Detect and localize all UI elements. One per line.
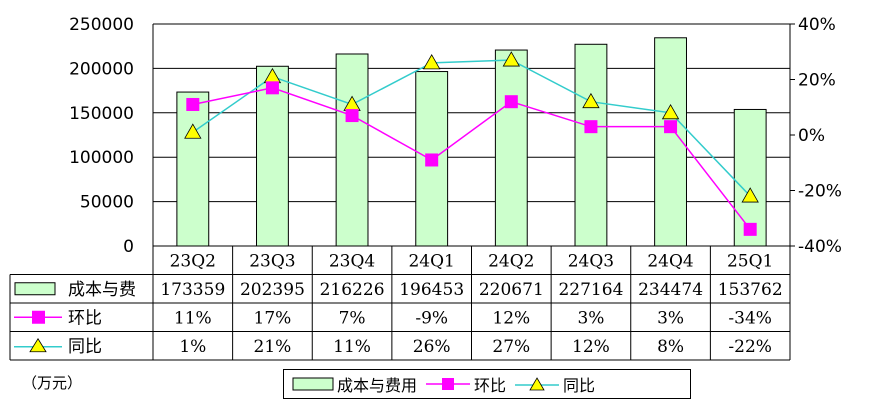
table-cell: 17%: [254, 308, 292, 328]
x-tick-label: 23Q2: [170, 251, 216, 271]
table-cell: 234474: [638, 280, 703, 300]
table-cell: 220671: [479, 280, 544, 300]
point-triangle: [184, 123, 202, 139]
legend-item-yoy: 同比: [514, 372, 595, 396]
x-tick-label: 23Q4: [329, 251, 375, 271]
table-cell: 21%: [254, 337, 292, 357]
table-cell: 227164: [558, 280, 623, 300]
unit-label: （万元）: [22, 374, 83, 392]
legend: 成本与费用 环比 同比: [283, 369, 691, 399]
bar: [335, 53, 369, 247]
point-triangle: [661, 103, 680, 120]
table-cell: 11%: [174, 308, 212, 328]
legend-swatch-yoy: [515, 377, 560, 391]
bar: [494, 49, 528, 247]
point-triangle: [502, 51, 521, 67]
point-square: [664, 120, 678, 134]
x-tick-label: 24Q1: [408, 251, 454, 271]
y-left-tick-label: 250000: [69, 15, 134, 35]
x-tick-label: 25Q1: [727, 251, 773, 271]
legend-label-qoq: 环比: [474, 376, 507, 395]
y-left-tick-label: 50000: [80, 193, 134, 213]
table-row-label: 同比: [68, 337, 102, 357]
table-key-qoq-marker: [32, 310, 45, 324]
point-square: [743, 222, 757, 236]
table-row-label: 成本与费: [68, 280, 136, 300]
table-cell: 12%: [492, 308, 530, 328]
bar: [176, 91, 210, 247]
table-cell: 153762: [718, 280, 783, 300]
y-left-tick-label: 100000: [69, 148, 134, 168]
point-square: [265, 81, 279, 95]
y-right-tick-label: -20%: [798, 182, 842, 202]
table-cell: 1%: [179, 337, 206, 357]
y-left-tick-label: 150000: [69, 104, 134, 124]
point-triangle: [422, 54, 441, 70]
y-left-tick-label: 200000: [69, 59, 134, 79]
point-square: [504, 95, 518, 109]
bar: [654, 37, 687, 247]
legend-item-cost: 成本与费用: [292, 372, 417, 396]
y-right-tick-label: 40%: [798, 15, 836, 35]
table-cell: -22%: [728, 337, 772, 357]
legend-swatch-cost: [292, 377, 334, 391]
table-cell: -9%: [415, 308, 448, 328]
x-tick-label: 23Q3: [249, 251, 295, 271]
x-tick-label: 24Q4: [647, 251, 693, 271]
legend-label-cost: 成本与费用: [337, 376, 418, 395]
point-triangle: [582, 92, 600, 109]
y-right-tick-label: 0%: [798, 126, 825, 146]
table-cell: 196453: [399, 280, 464, 300]
legend-item-qoq: 环比: [425, 372, 506, 396]
table-key-yoy-marker: [29, 337, 47, 353]
table-cell: 7%: [339, 308, 366, 328]
legend-swatch-qoq: [426, 378, 471, 390]
point-triangle: [741, 187, 759, 203]
table-cell: 12%: [572, 337, 610, 357]
x-tick-label: 24Q2: [488, 251, 534, 271]
table-cell: 11%: [333, 337, 371, 357]
table-cell: 26%: [413, 337, 451, 357]
point-square: [186, 97, 200, 111]
y-right-tick-label: 20%: [798, 71, 836, 91]
table-row-label: 环比: [68, 308, 102, 328]
series-line-triangle: [192, 59, 751, 197]
table-cell: 202395: [240, 280, 305, 300]
x-tick-label: 24Q3: [568, 251, 614, 271]
point-square: [345, 109, 359, 123]
table-cell: 3%: [657, 308, 684, 328]
table-key-cost: [14, 282, 56, 296]
table-cell: 8%: [657, 337, 684, 357]
point-square: [584, 120, 598, 134]
y-right-tick-label: -40%: [798, 237, 842, 257]
bar: [256, 65, 289, 247]
bar: [574, 43, 608, 247]
legend-label-yoy: 同比: [563, 376, 596, 395]
point-square: [425, 153, 439, 167]
table-cell: 216226: [320, 280, 385, 300]
table-cell: 3%: [577, 308, 604, 328]
table-cell: -34%: [728, 308, 772, 328]
y-left-tick-label: 0: [123, 237, 134, 257]
table-cell: 27%: [492, 337, 530, 357]
table-cell: 173359: [160, 280, 225, 300]
series-line-square: [192, 87, 751, 230]
